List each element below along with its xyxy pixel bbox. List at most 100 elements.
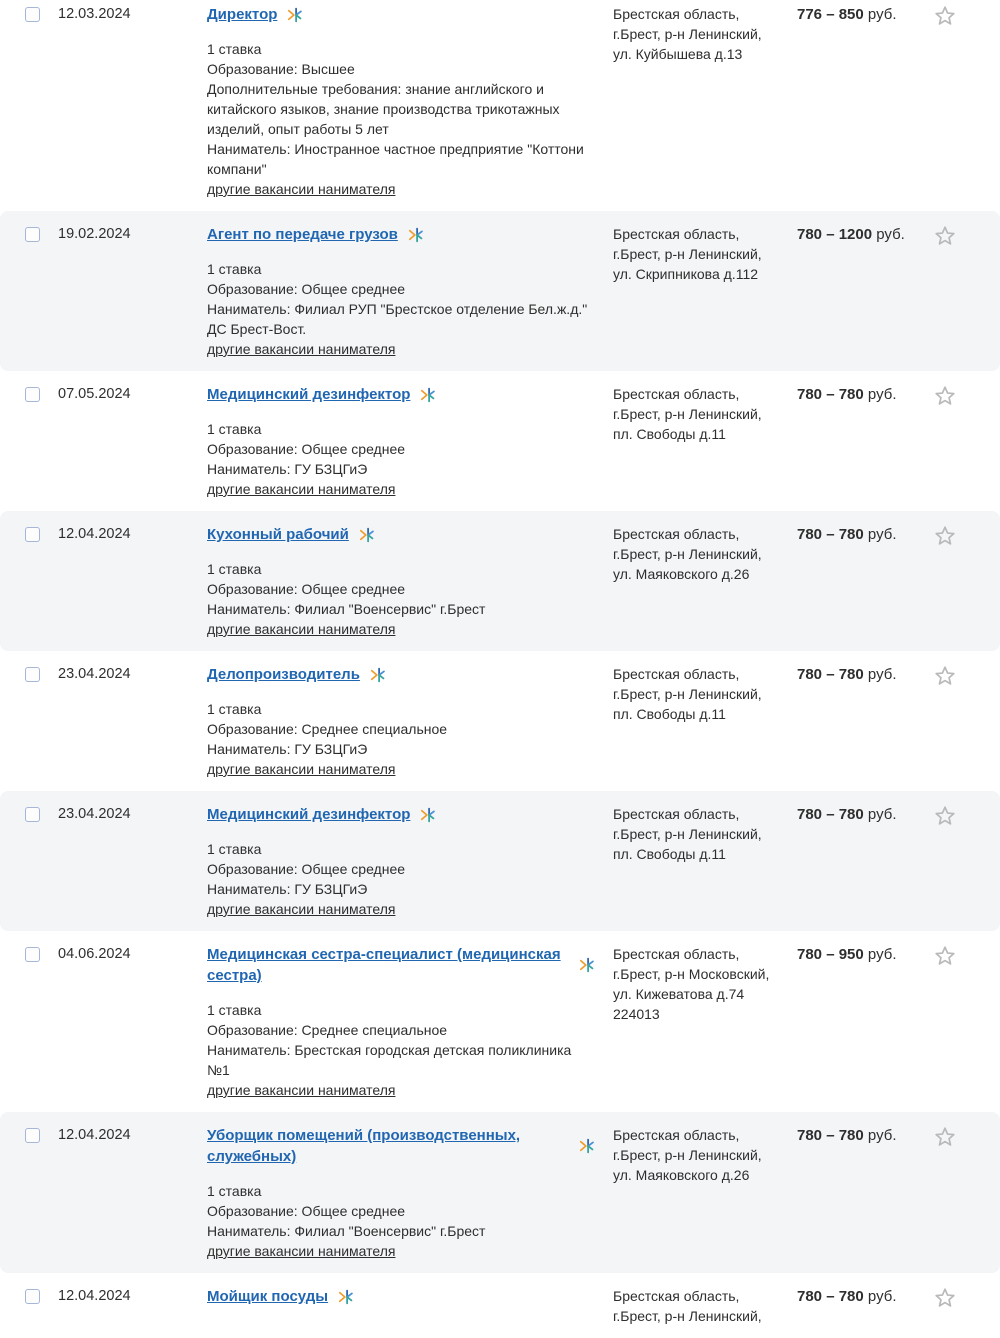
vacancy-salary: 776 – 850 руб. (797, 4, 930, 25)
salary-currency: руб. (863, 946, 897, 963)
employment-service-asterisk-icon (369, 666, 386, 684)
date-cell: 04.06.2024 (58, 944, 207, 965)
checkbox-cell (25, 524, 58, 547)
location-line: ул. Маяковского д.26 (613, 1167, 750, 1183)
salary-range: 776 – 850 (797, 6, 864, 23)
vacancy-row: 12.03.2024 Директор 1 ставка Образование:… (0, 0, 1000, 211)
main-cell: Мойщик посуды (207, 1286, 613, 1321)
row-checkbox[interactable] (25, 807, 40, 822)
employment-service-asterisk-icon (286, 6, 303, 24)
vacancy-title-link[interactable]: Уборщик помещений (производственных, слу… (207, 1127, 521, 1165)
salary-range: 780 – 950 (797, 946, 864, 963)
salary-currency: руб. (863, 1288, 897, 1305)
salary-range: 780 – 780 (797, 386, 864, 403)
other-vacancies-link[interactable]: другие вакансии нанимателя (207, 1082, 396, 1098)
location-line: г.Брест, р-н Ленинский, (613, 1147, 762, 1163)
location-line: Брестская область, (613, 946, 740, 962)
main-cell: Медицинский дезинфектор 1 ставка Образова… (207, 384, 613, 499)
vacancy-title-link[interactable]: Медицинский дезинфектор (207, 806, 411, 823)
other-vacancies-link[interactable]: другие вакансии нанимателя (207, 181, 396, 197)
location-line: г.Брест, р-н Ленинский, (613, 26, 762, 42)
vacancy-date: 23.04.2024 (58, 806, 131, 822)
title-line: Медицинский дезинфектор (207, 384, 595, 405)
vacancy-date: 07.05.2024 (58, 386, 131, 402)
employment-service-asterisk-icon (578, 1137, 595, 1155)
location-line: г.Брест, р-н Ленинский, (613, 406, 762, 422)
vacancy-detail-line: Наниматель: Иностранное частное предприя… (207, 141, 584, 177)
favorite-star-icon[interactable] (933, 664, 957, 688)
vacancy-title-link[interactable]: Агент по передаче грузов (207, 226, 398, 243)
location-line: Брестская область, (613, 526, 740, 542)
favorite-star-icon[interactable] (933, 944, 957, 968)
vacancy-date: 04.06.2024 (58, 946, 131, 962)
vacancy-detail-line: Наниматель: ГУ БЗЦГиЭ (207, 881, 368, 897)
other-vacancies-link[interactable]: другие вакансии нанимателя (207, 901, 396, 917)
row-checkbox[interactable] (25, 1128, 40, 1143)
favorite-star-icon[interactable] (933, 384, 957, 408)
salary-range: 780 – 780 (797, 1127, 864, 1144)
date-cell: 12.04.2024 (58, 1125, 207, 1146)
row-checkbox[interactable] (25, 387, 40, 402)
checkbox-cell (25, 1125, 58, 1148)
date-cell: 12.04.2024 (58, 1286, 207, 1307)
vacancy-details: 1 ставка Образование: Среднее специальное… (207, 699, 595, 759)
vacancy-detail-line: Наниматель: Филиал "Военсервис" г.Брест (207, 1223, 486, 1239)
other-vacancies-link[interactable]: другие вакансии нанимателя (207, 341, 396, 357)
vacancy-title-link[interactable]: Кухонный рабочий (207, 526, 349, 543)
row-checkbox[interactable] (25, 227, 40, 242)
row-checkbox[interactable] (25, 7, 40, 22)
vacancy-detail-line: 1 ставка (207, 1183, 262, 1199)
favorite-star-icon[interactable] (933, 1125, 957, 1149)
vacancy-title-link[interactable]: Мойщик посуды (207, 1288, 329, 1305)
vacancy-detail-line: Наниматель: ГУ БЗЦГиЭ (207, 461, 368, 477)
vacancy-title-link[interactable]: Медицинская сестра-специалист (медицинск… (207, 946, 561, 984)
other-vacancies-link[interactable]: другие вакансии нанимателя (207, 761, 396, 777)
main-cell: Уборщик помещений (производственных, слу… (207, 1125, 613, 1261)
location-line: ул. Кижеватова д.74 (613, 986, 745, 1002)
title-line: Делопроизводитель (207, 664, 595, 685)
location-line: ул. Скрипникова д.112 (613, 266, 759, 282)
employment-service-asterisk-icon (578, 956, 595, 974)
vacancy-location: Брестская область, г.Брест, р-н Ленинский… (613, 384, 797, 444)
favorite-star-icon[interactable] (933, 4, 957, 28)
vacancy-title-link[interactable]: Медицинский дезинфектор (207, 386, 411, 403)
vacancy-row: 12.04.2024 Мойщик посуды Брестская облас (0, 1273, 1000, 1338)
other-vacancies-link[interactable]: другие вакансии нанимателя (207, 621, 396, 637)
row-checkbox[interactable] (25, 947, 40, 962)
star-cell (930, 664, 1000, 693)
employment-service-asterisk-icon (358, 526, 375, 544)
vacancy-title-link[interactable]: Делопроизводитель (207, 666, 360, 683)
vacancy-salary: 780 – 780 руб. (797, 1286, 930, 1307)
vacancy-details: 1 ставка Образование: Общее среднее Нанима… (207, 419, 595, 479)
row-checkbox[interactable] (25, 667, 40, 682)
vacancy-detail-line: Образование: Среднее специальное (207, 1022, 448, 1038)
favorite-star-icon[interactable] (933, 1286, 957, 1310)
favorite-star-icon[interactable] (933, 804, 957, 828)
location-line: Брестская область, (613, 1288, 740, 1304)
location-line: Брестская область, (613, 226, 740, 242)
checkbox-cell (25, 224, 58, 247)
location-line: Брестская область, (613, 806, 740, 822)
vacancy-salary: 780 – 1200 руб. (797, 224, 930, 245)
vacancy-row: 19.02.2024 Агент по передаче грузов 1 ст… (0, 211, 1000, 371)
title-line: Директор (207, 4, 595, 25)
star-cell (930, 1286, 1000, 1315)
favorite-star-icon[interactable] (933, 524, 957, 548)
favorite-star-icon[interactable] (933, 224, 957, 248)
vacancy-detail-line: Образование: Среднее специальное (207, 721, 448, 737)
vacancy-title-link[interactable]: Директор (207, 6, 278, 23)
vacancy-location: Брестская область, г.Брест, р-н Московски… (613, 944, 797, 1024)
date-cell: 19.02.2024 (58, 224, 207, 245)
other-vacancies-link[interactable]: другие вакансии нанимателя (207, 481, 396, 497)
vacancy-date: 23.04.2024 (58, 666, 131, 682)
vacancy-location: Брестская область, г.Брест, р-н Ленинский… (613, 224, 797, 284)
vacancy-details: 1 ставка Образование: Общее среднее Нанима… (207, 259, 595, 339)
star-cell (930, 4, 1000, 33)
row-checkbox[interactable] (25, 527, 40, 542)
main-cell: Медицинский дезинфектор 1 ставка Образова… (207, 804, 613, 919)
vacancy-location: Брестская область, г.Брест, р-н Ленинский… (613, 664, 797, 724)
other-vacancies-link[interactable]: другие вакансии нанимателя (207, 1243, 396, 1259)
location-line: Брестская область, (613, 6, 740, 22)
row-checkbox[interactable] (25, 1289, 40, 1304)
vacancy-salary: 780 – 780 руб. (797, 804, 930, 825)
